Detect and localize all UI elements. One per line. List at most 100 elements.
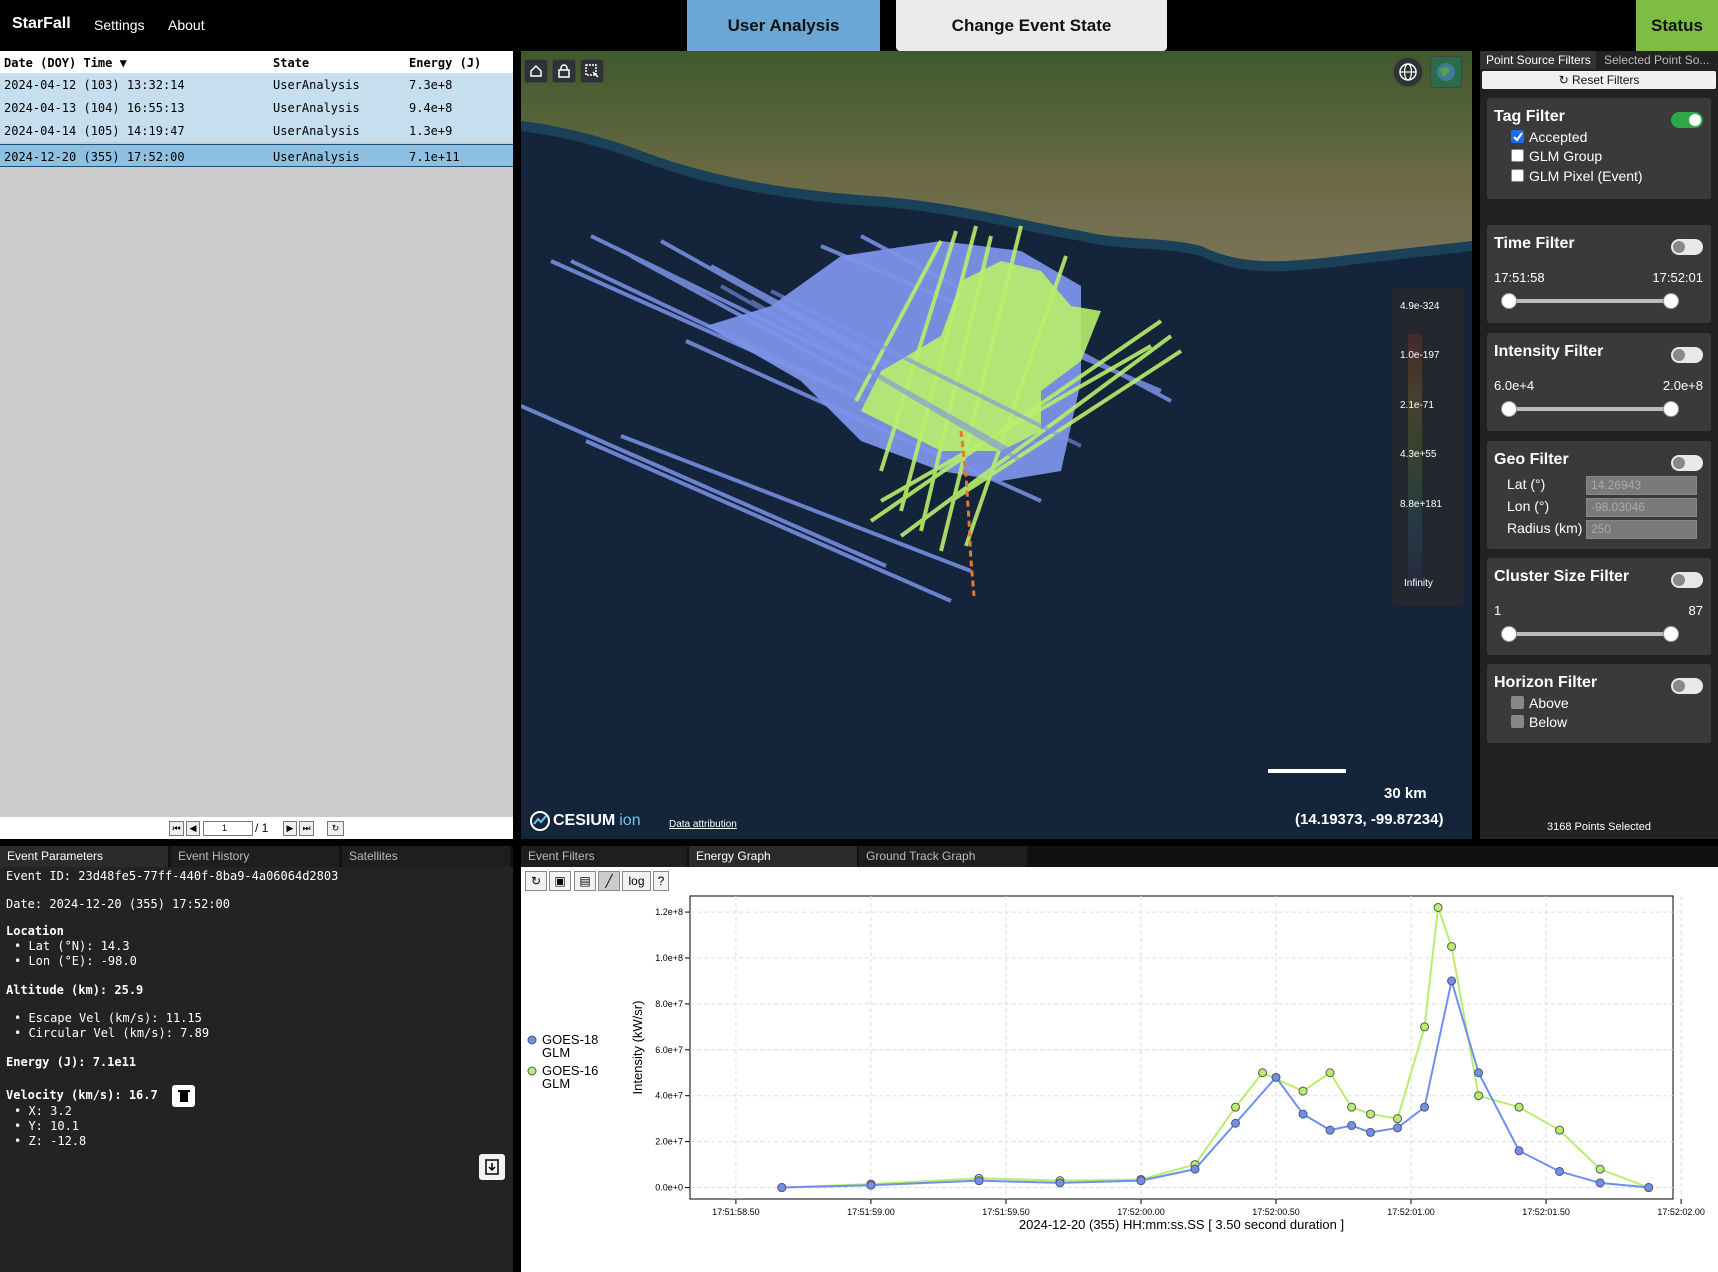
above-checkbox[interactable] bbox=[1511, 696, 1524, 709]
intensity-slider-max-handle[interactable] bbox=[1663, 401, 1679, 417]
velocity: Velocity (km/s): 16.7 bbox=[6, 1088, 158, 1102]
y-axis-label: Intensity (kW/sr) bbox=[630, 1001, 645, 1095]
nav-about[interactable]: About bbox=[168, 17, 205, 33]
tab-event-filters[interactable]: Event Filters bbox=[521, 846, 687, 867]
intensity-legend: 4.9e-324 1.0e-197 2.1e-71 4.3e+55 8.8e+1… bbox=[1392, 288, 1464, 606]
y-tick-label: 1.2e+8 bbox=[655, 907, 683, 917]
globe-icon[interactable] bbox=[1393, 57, 1423, 87]
data-point bbox=[1474, 1068, 1484, 1078]
intensity-slider-min-handle[interactable] bbox=[1501, 401, 1517, 417]
cluster-filter-title: Cluster Size Filter bbox=[1494, 568, 1630, 585]
base-layer-picker-icon[interactable] bbox=[1430, 56, 1462, 88]
export-file-icon[interactable]: ▤ bbox=[574, 871, 596, 891]
cluster-slider-min-handle[interactable] bbox=[1501, 626, 1517, 642]
prev-page-button[interactable]: ◀ bbox=[186, 821, 200, 836]
map-scene bbox=[521, 51, 1472, 773]
horizon-filter-toggle[interactable] bbox=[1671, 678, 1703, 694]
tab-selected-point-sources[interactable]: Selected Point So... bbox=[1604, 53, 1710, 67]
line-mode-icon[interactable]: ╱ bbox=[598, 871, 620, 891]
tab-energy-graph[interactable]: Energy Graph bbox=[689, 846, 857, 867]
intensity-slider[interactable] bbox=[1501, 401, 1679, 417]
nav-settings[interactable]: Settings bbox=[94, 17, 145, 33]
x-axis-label: 2024-12-20 (355) HH:mm:ss.SS [ 3.50 seco… bbox=[1019, 1217, 1344, 1232]
tab-ground-track-graph[interactable]: Ground Track Graph bbox=[859, 846, 1027, 867]
geo-lat-input[interactable]: 14.26943 bbox=[1586, 476, 1697, 495]
help-button[interactable]: ? bbox=[653, 871, 669, 891]
data-point bbox=[1474, 1091, 1484, 1101]
glm-group-label: GLM Group bbox=[1529, 148, 1603, 164]
intensity-filter-toggle[interactable] bbox=[1671, 347, 1703, 363]
select-area-icon[interactable] bbox=[580, 59, 604, 83]
tab-event-parameters[interactable]: Event Parameters bbox=[0, 846, 168, 867]
scale-label: 30 km bbox=[1384, 785, 1427, 802]
x-tick-label: 17:51:59.50 bbox=[982, 1207, 1030, 1217]
legend-label: Infinity bbox=[1404, 578, 1433, 589]
tab-satellites[interactable]: Satellites bbox=[342, 846, 510, 867]
geo-filter-toggle[interactable] bbox=[1671, 455, 1703, 471]
below-checkbox[interactable] bbox=[1511, 715, 1524, 728]
series-line bbox=[781, 980, 1649, 1189]
column-header-energy[interactable]: Energy (J) bbox=[409, 56, 482, 70]
time-slider-max-handle[interactable] bbox=[1663, 293, 1679, 309]
cluster-slider-max-handle[interactable] bbox=[1663, 626, 1679, 642]
data-point bbox=[1514, 1102, 1524, 1112]
data-point bbox=[1447, 942, 1457, 951]
data-point bbox=[866, 1180, 876, 1190]
table-row-selected[interactable]: 2024-12-20 (355) 17:52:00 UserAnalysis 7… bbox=[0, 144, 513, 167]
cluster-filter-toggle[interactable] bbox=[1671, 572, 1703, 588]
change-event-state-button[interactable]: Change Event State bbox=[896, 0, 1167, 51]
y-tick-label: 8.0e+7 bbox=[655, 999, 683, 1009]
trash-icon[interactable] bbox=[172, 1085, 195, 1107]
legend-label: GOES-18 bbox=[542, 1032, 598, 1047]
lock-icon[interactable] bbox=[552, 59, 576, 83]
data-point bbox=[1055, 1178, 1065, 1188]
time-slider-min-handle[interactable] bbox=[1501, 293, 1517, 309]
intensity-filter-title: Intensity Filter bbox=[1494, 343, 1604, 360]
status-button[interactable]: Status bbox=[1636, 0, 1718, 51]
refresh-graph-icon[interactable]: ↻ bbox=[525, 871, 547, 891]
data-point bbox=[1231, 1118, 1241, 1128]
save-image-icon[interactable]: ▣ bbox=[549, 871, 571, 891]
tab-event-history[interactable]: Event History bbox=[171, 846, 339, 867]
filters-panel: Point Source Filters Selected Point So..… bbox=[1480, 51, 1718, 839]
cluster-slider[interactable] bbox=[1501, 626, 1679, 642]
data-attribution-link[interactable]: Data attribution bbox=[669, 819, 737, 830]
glm-pixel-checkbox[interactable] bbox=[1511, 169, 1524, 182]
first-page-button[interactable]: ⏮ bbox=[169, 821, 184, 836]
x-tick-label: 17:52:01.50 bbox=[1522, 1207, 1570, 1217]
geo-radius-input[interactable]: 250 bbox=[1586, 520, 1697, 539]
page-input[interactable]: 1 bbox=[203, 821, 253, 836]
glm-group-checkbox[interactable] bbox=[1511, 149, 1524, 162]
tab-point-source-filters[interactable]: Point Source Filters bbox=[1480, 51, 1596, 69]
home-icon[interactable] bbox=[524, 59, 548, 83]
time-filter-toggle[interactable] bbox=[1671, 239, 1703, 255]
column-header-date[interactable]: Date (DOY) Time ▼ bbox=[4, 56, 127, 70]
user-analysis-button[interactable]: User Analysis bbox=[687, 0, 880, 51]
app-brand[interactable]: StarFall bbox=[12, 15, 71, 32]
data-point bbox=[1447, 976, 1457, 986]
altitude: Altitude (km): 25.9 bbox=[6, 983, 144, 997]
data-point bbox=[1231, 1102, 1241, 1112]
accepted-label: Accepted bbox=[1529, 129, 1588, 145]
top-bar: StarFall Settings About User Analysis Ch… bbox=[0, 0, 1718, 51]
last-page-button[interactable]: ⏭ bbox=[299, 821, 314, 836]
ground-track-line bbox=[959, 430, 976, 597]
accepted-checkbox[interactable] bbox=[1511, 130, 1524, 143]
download-icon[interactable] bbox=[479, 1154, 505, 1180]
reset-filters-button[interactable]: ↻ Reset Filters bbox=[1482, 71, 1716, 89]
geo-lat-label: Lat (°) bbox=[1507, 476, 1546, 492]
time-slider[interactable] bbox=[1501, 293, 1679, 309]
data-point bbox=[1271, 1072, 1281, 1082]
table-row[interactable]: 2024-04-13 (104) 16:55:13 UserAnalysis 9… bbox=[0, 96, 513, 119]
velocity-y: • Y: 10.1 bbox=[14, 1119, 80, 1133]
next-page-button[interactable]: ▶ bbox=[283, 821, 297, 836]
geo-lon-input[interactable]: -98.03046 bbox=[1586, 498, 1697, 517]
cesium-map[interactable]: 4.9e-324 1.0e-197 2.1e-71 4.3e+55 8.8e+1… bbox=[521, 51, 1472, 839]
refresh-icon[interactable]: ↻ bbox=[327, 821, 344, 836]
table-row[interactable]: 2024-04-12 (103) 13:32:14 UserAnalysis 7… bbox=[0, 73, 513, 96]
tag-filter-toggle[interactable] bbox=[1671, 112, 1703, 128]
table-row[interactable]: 2024-04-14 (105) 14:19:47 UserAnalysis 1… bbox=[0, 119, 513, 142]
log-scale-button[interactable]: log bbox=[622, 871, 651, 891]
column-header-state[interactable]: State bbox=[273, 56, 310, 70]
cursor-coords: (14.19373, -99.87234) bbox=[1295, 811, 1444, 828]
